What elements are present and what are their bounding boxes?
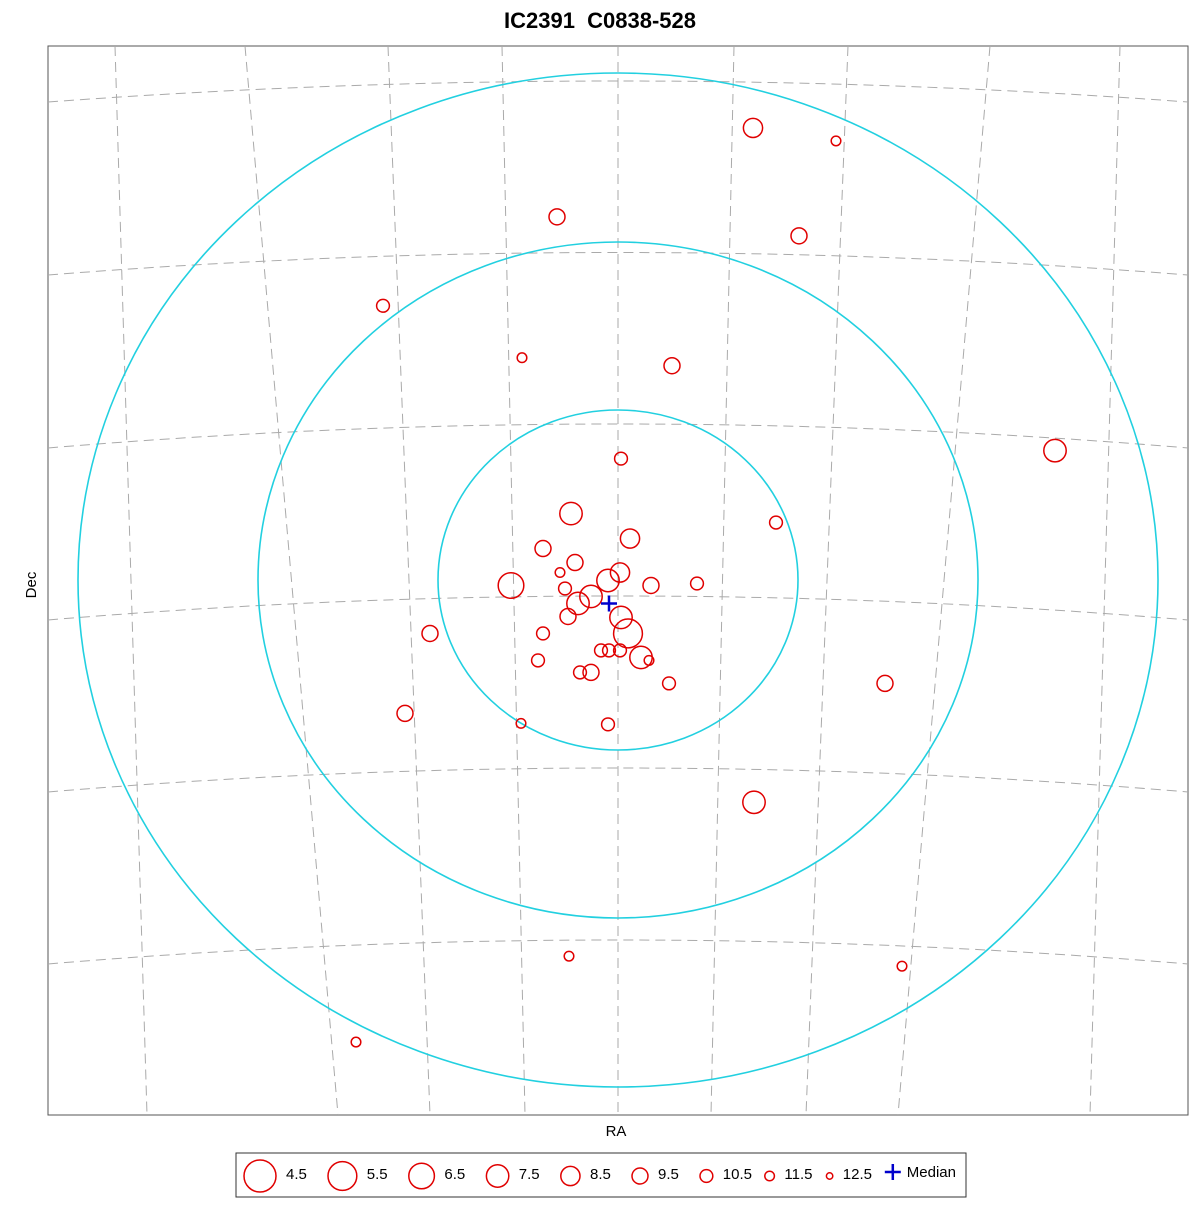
star — [609, 562, 631, 583]
legend-label: 10.5 — [723, 1166, 752, 1183]
star — [642, 576, 660, 595]
star — [742, 790, 766, 815]
star — [613, 451, 629, 466]
legend-symbol — [699, 1168, 714, 1184]
star — [1043, 438, 1067, 463]
y-axis-label: Dec — [23, 571, 40, 598]
star — [421, 624, 439, 643]
star — [768, 515, 784, 530]
legend-symbol — [560, 1165, 581, 1187]
star — [609, 605, 633, 630]
legend-symbol — [631, 1167, 649, 1185]
median-marker — [601, 595, 617, 612]
star — [579, 584, 603, 609]
star — [516, 352, 528, 364]
legend-label: 5.5 — [367, 1166, 388, 1183]
star — [534, 539, 552, 558]
legend-label: 7.5 — [519, 1166, 540, 1183]
legend-label: 9.5 — [658, 1166, 679, 1183]
legend-label: Median — [907, 1164, 956, 1181]
star — [790, 227, 808, 245]
star — [566, 591, 590, 616]
legend — [235, 1152, 967, 1198]
legend-symbol — [764, 1170, 776, 1182]
star — [559, 501, 583, 526]
star — [554, 566, 566, 579]
star — [535, 626, 551, 641]
x-axis-label: RA — [606, 1123, 627, 1140]
star — [396, 704, 414, 723]
star — [601, 643, 617, 658]
star — [582, 663, 600, 682]
legend-label: 4.5 — [286, 1166, 307, 1183]
legend-symbol — [327, 1160, 358, 1192]
star — [572, 665, 588, 680]
star — [896, 960, 908, 972]
legend-symbol — [243, 1159, 277, 1193]
legend-symbol — [825, 1172, 834, 1180]
sky-grid — [47, 45, 1189, 1116]
star — [643, 654, 655, 666]
legend-label: 8.5 — [590, 1166, 611, 1183]
star — [559, 607, 577, 626]
chart-title: IC2391 C0838-528 — [504, 8, 696, 33]
legend-symbol — [485, 1164, 510, 1188]
star — [876, 674, 894, 693]
star — [619, 528, 641, 549]
star — [612, 643, 628, 658]
star — [530, 653, 546, 668]
star — [557, 581, 573, 596]
legend-label: 12.5 — [843, 1166, 872, 1183]
star — [663, 356, 681, 375]
legend-symbol — [408, 1162, 436, 1190]
star — [596, 568, 620, 593]
star — [515, 717, 527, 729]
legend-median-symbol — [884, 1164, 901, 1180]
star — [375, 298, 391, 313]
star — [593, 643, 609, 658]
star — [612, 618, 644, 649]
star — [689, 576, 705, 591]
star — [566, 553, 584, 572]
legend-label: 11.5 — [784, 1166, 812, 1183]
star — [548, 208, 566, 226]
star — [830, 135, 842, 147]
star — [661, 676, 677, 691]
radius-rings — [77, 72, 1159, 1088]
star — [497, 571, 525, 600]
star — [563, 950, 575, 962]
star — [742, 117, 764, 139]
legend-label: 6.5 — [444, 1166, 465, 1183]
star — [350, 1036, 362, 1048]
star — [600, 717, 616, 732]
